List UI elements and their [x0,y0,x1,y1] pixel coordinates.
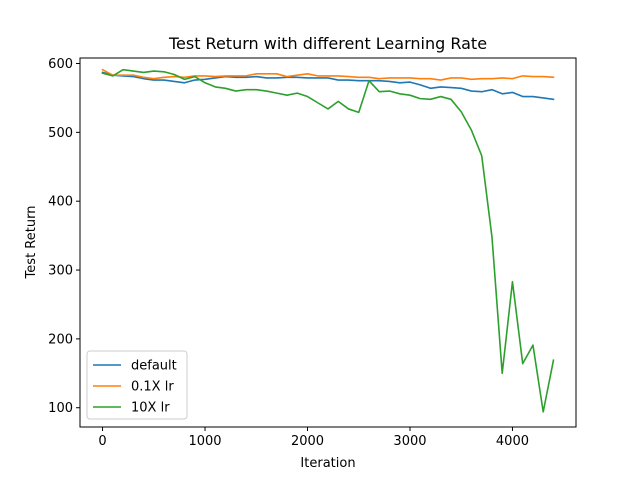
series-layer [101,68,555,413]
legend: default 0.1X lr 10X lr [86,350,188,420]
ticks-layer: 0 1000 2000 3000 4000 100 200 300 400 500 600 [48,57,529,449]
y-tick-label: 200 [48,332,73,347]
x-tick-label: 1000 [188,434,221,449]
y-tick-label: 600 [48,57,73,72]
x-tick-label: 2000 [291,434,324,449]
legend-label-0: default [131,359,177,374]
y-tick-label: 400 [48,195,73,210]
series-line-0 [101,71,555,101]
series-line-2 [101,68,555,413]
x-tick-label: 3000 [393,434,426,449]
y-tick-label: 300 [48,264,73,279]
x-axis-label: Iteration [300,456,355,471]
y-tick-label: 500 [48,126,73,141]
y-tick-label: 100 [48,401,73,416]
x-tick-label: 4000 [496,434,529,449]
y-axis-label: Test Return [24,206,39,280]
chart-title: Test Return with different Learning Rate [168,34,487,53]
legend-box [86,350,188,420]
x-tick-label: 0 [98,434,106,449]
legend-label-1: 0.1X lr [131,380,174,395]
plot-frame [79,57,577,428]
legend-label-2: 10X lr [131,401,170,416]
